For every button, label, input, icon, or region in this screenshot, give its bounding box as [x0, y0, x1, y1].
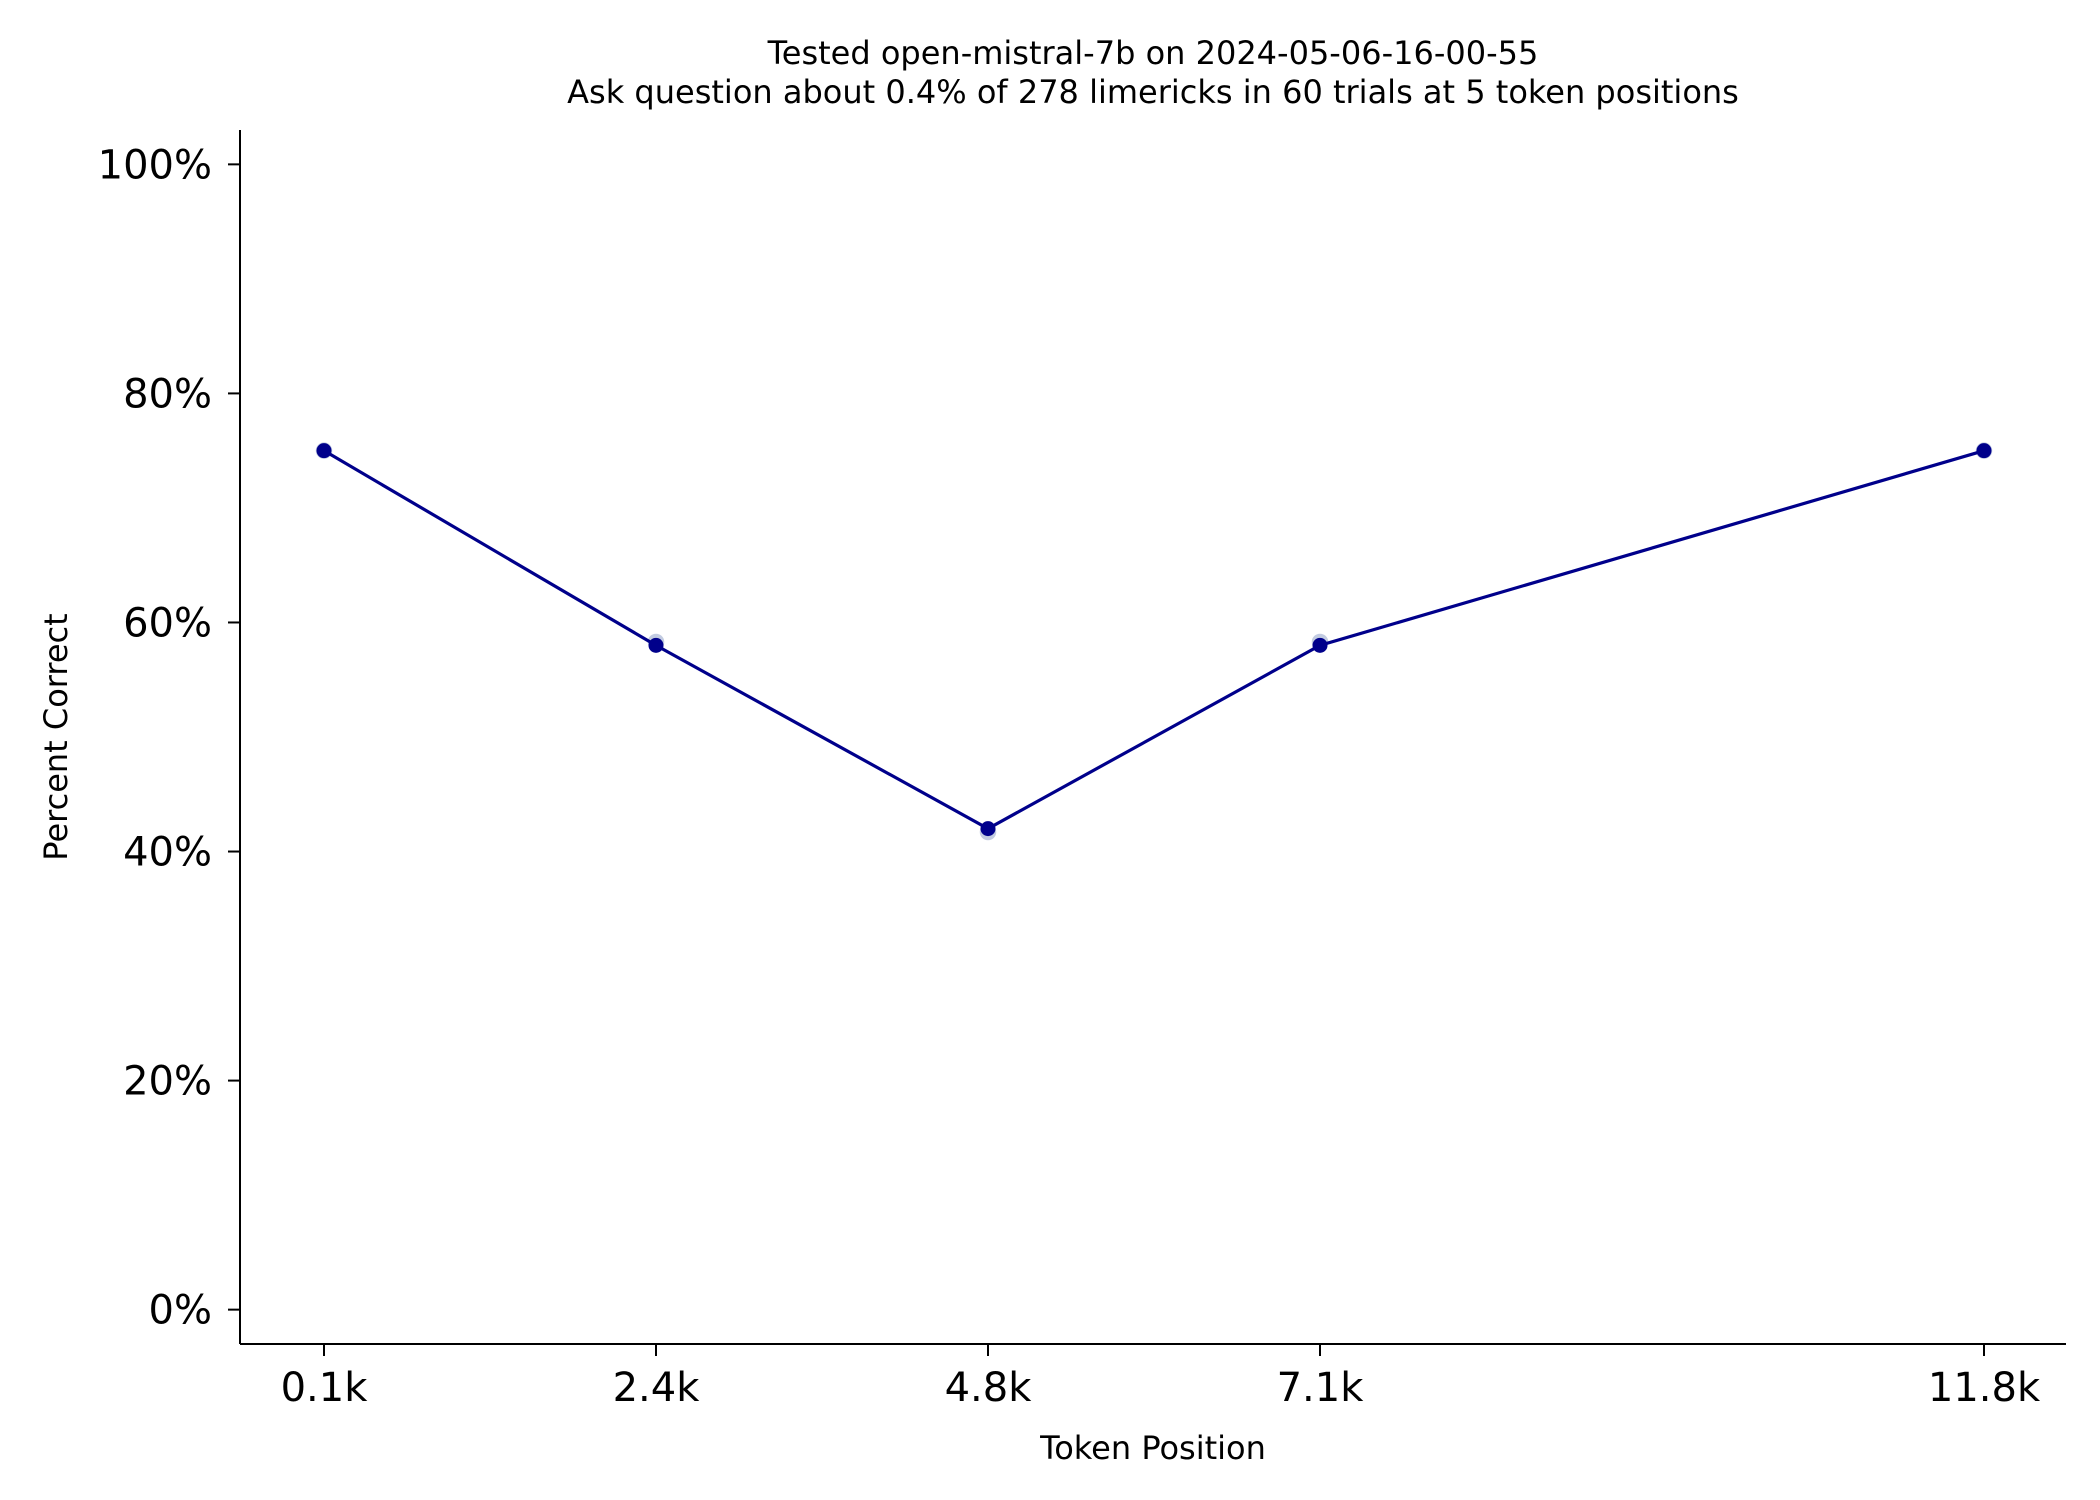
x-tick-label: 11.8k	[1928, 1365, 2041, 1411]
data-point	[1976, 443, 1992, 459]
y-tick-label: 80%	[123, 371, 212, 417]
plot-area	[314, 440, 1994, 842]
y-axis-ticks: 0% 20% 40% 60% 80% 100%	[98, 142, 240, 1334]
y-tick-label: 0%	[149, 1288, 212, 1334]
y-tick-label: 20%	[123, 1059, 212, 1105]
y-tick-label: 100%	[98, 142, 212, 188]
data-point	[980, 821, 996, 837]
data-point	[648, 637, 664, 653]
series-line	[323, 449, 1985, 831]
x-axis-ticks: 0.1k 2.4k 4.8k 7.1k 11.8k	[281, 1344, 2041, 1411]
y-tick-label: 40%	[123, 830, 212, 876]
y-tick-label: 60%	[123, 600, 212, 646]
x-tick-label: 7.1k	[1277, 1365, 1365, 1411]
data-point	[1312, 637, 1328, 653]
x-tick-label: 0.1k	[281, 1365, 369, 1411]
x-axis-label: Token Position	[1039, 1429, 1266, 1467]
x-tick-label: 4.8k	[945, 1365, 1033, 1411]
y-axis-label: Percent Correct	[37, 613, 75, 860]
x-tick-label: 2.4k	[613, 1365, 701, 1411]
chart-subtitle: Ask question about 0.4% of 278 limericks…	[567, 73, 1739, 111]
data-point	[316, 443, 332, 459]
chart-title: Tested open-mistral-7b on 2024-05-06-16-…	[767, 34, 1539, 72]
